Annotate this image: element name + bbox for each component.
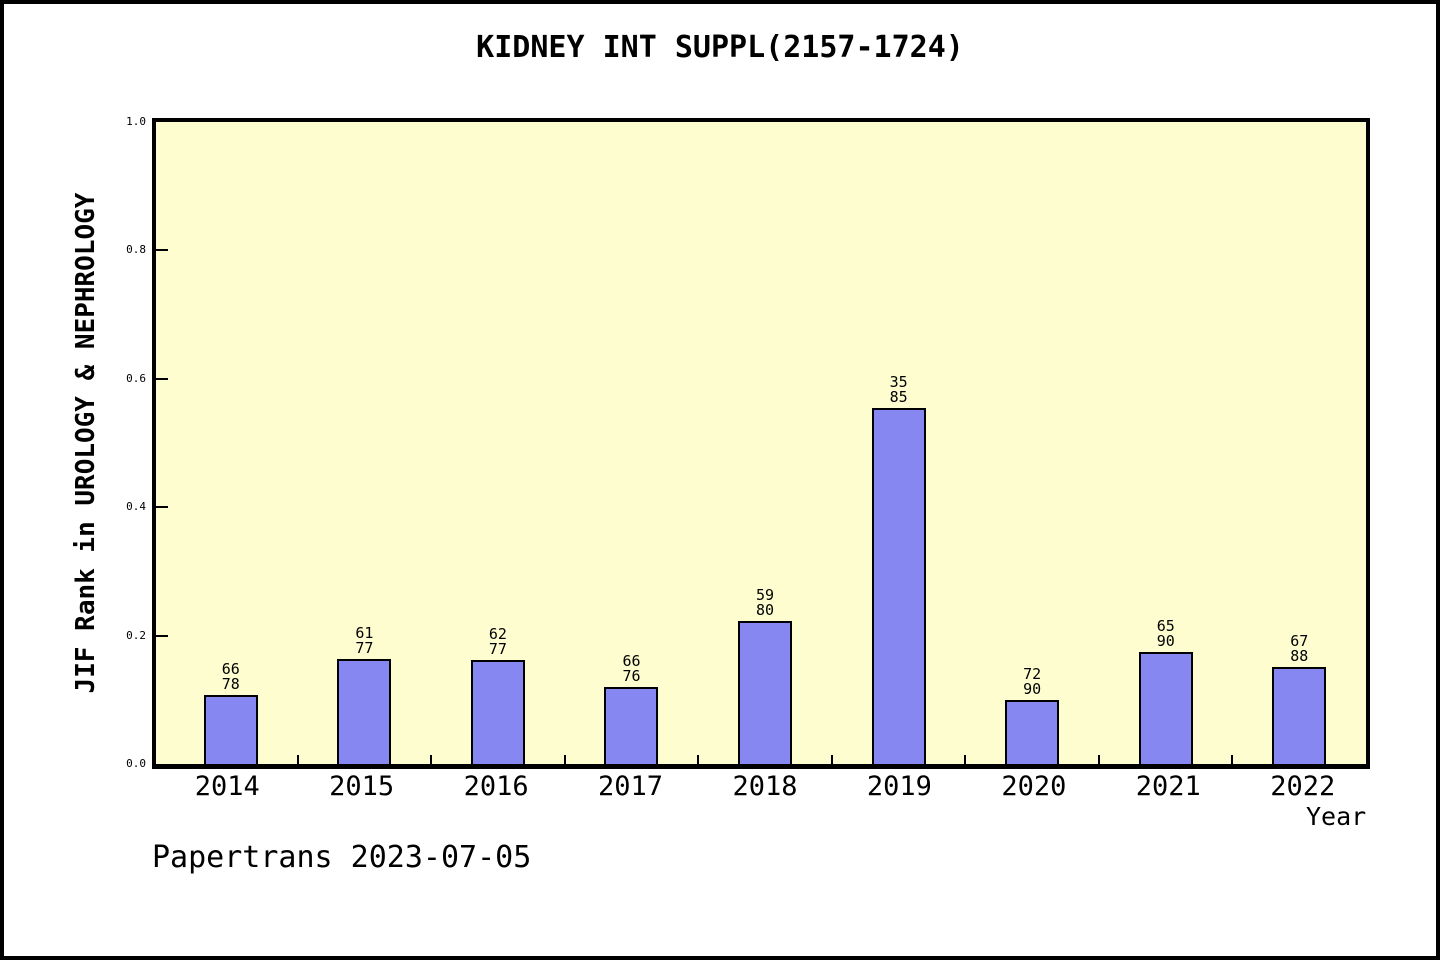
- x-tick-label: 2017: [598, 771, 664, 802]
- bar: [604, 687, 659, 764]
- bar: [1138, 652, 1193, 764]
- x-tick-label: 2016: [463, 771, 529, 802]
- chart-title: KIDNEY INT SUPPL(2157-1724): [476, 30, 964, 65]
- bar-value-label: 66 78: [221, 660, 240, 693]
- y-tick-mark: [156, 377, 168, 380]
- y-tick-label: 0.8: [126, 243, 146, 257]
- y-tick-label: 0.0: [126, 757, 146, 770]
- bar: [337, 659, 392, 764]
- bar: [203, 695, 258, 764]
- y-tick-mark: [156, 249, 168, 252]
- bar-value-label: 35 85: [889, 373, 908, 406]
- x-minor-tick: [1231, 755, 1234, 764]
- y-tick-mark: [156, 506, 168, 509]
- bar-slot: 35 85: [832, 122, 966, 764]
- y-tick-mark: [156, 634, 168, 637]
- x-minor-tick: [697, 755, 700, 764]
- bar: [1005, 700, 1060, 764]
- bar: [1272, 667, 1327, 764]
- y-tick-label: 1.0: [126, 115, 146, 128]
- bars-container: 66 78 61 77 62 77 66 76 59 80 35 85 72 90 65 90…: [164, 122, 1366, 764]
- bar-value-label: 65 90: [1156, 617, 1175, 650]
- bar: [738, 621, 793, 764]
- x-tick-label: 2021: [1135, 771, 1201, 802]
- bar-slot: 72 90: [965, 122, 1099, 764]
- bar-slot: 65 90: [1099, 122, 1233, 764]
- x-tick-label: 2020: [1001, 771, 1067, 802]
- bar-slot: 66 76: [565, 122, 699, 764]
- x-minor-tick: [563, 755, 566, 764]
- bar-value-label: 61 77: [355, 624, 374, 657]
- bar-value-label: 62 77: [488, 625, 507, 658]
- plot-area: 66 78 61 77 62 77 66 76 59 80 35 85 72 90 65 90…: [152, 118, 1370, 769]
- x-axis-tick-labels: 2014 2015 2016 2017 2018 2019 2020 2021 2022: [160, 771, 1370, 802]
- x-tick-label: 2022: [1270, 771, 1336, 802]
- bar-value-label: 67 88: [1290, 632, 1309, 665]
- y-tick-label: 0.6: [126, 371, 146, 385]
- bar-value-label: 66 76: [622, 652, 641, 685]
- y-tick-label: 0.2: [126, 628, 146, 642]
- x-tick-label: 2019: [866, 771, 932, 802]
- bar-slot: 67 88: [1233, 122, 1367, 764]
- bar-value-label: 59 80: [756, 586, 775, 619]
- x-minor-tick: [1097, 755, 1100, 764]
- x-axis-label: Year: [1306, 802, 1367, 831]
- bar-slot: 62 77: [431, 122, 565, 764]
- watermark-text: Papertrans 2023-07-05: [152, 840, 532, 875]
- x-minor-tick: [296, 755, 299, 764]
- bar-slot: 61 77: [298, 122, 432, 764]
- x-minor-tick: [430, 755, 433, 764]
- bar: [470, 660, 525, 764]
- bar-value-label: 72 90: [1023, 665, 1042, 698]
- x-minor-tick: [964, 755, 967, 764]
- bar-slot: 66 78: [164, 122, 298, 764]
- x-tick-label: 2015: [329, 771, 395, 802]
- bar: [871, 408, 926, 764]
- bar-slot: 59 80: [698, 122, 832, 764]
- x-tick-label: 2018: [732, 771, 798, 802]
- y-tick-label: 0.4: [126, 500, 146, 514]
- x-tick-label: 2014: [194, 771, 260, 802]
- plot-inner: 66 78 61 77 62 77 66 76 59 80 35 85 72 90 65 90…: [156, 122, 1366, 764]
- y-axis-label: JIF Rank in UROLOGY & NEPHROLOGY: [71, 192, 101, 694]
- x-minor-tick: [830, 755, 833, 764]
